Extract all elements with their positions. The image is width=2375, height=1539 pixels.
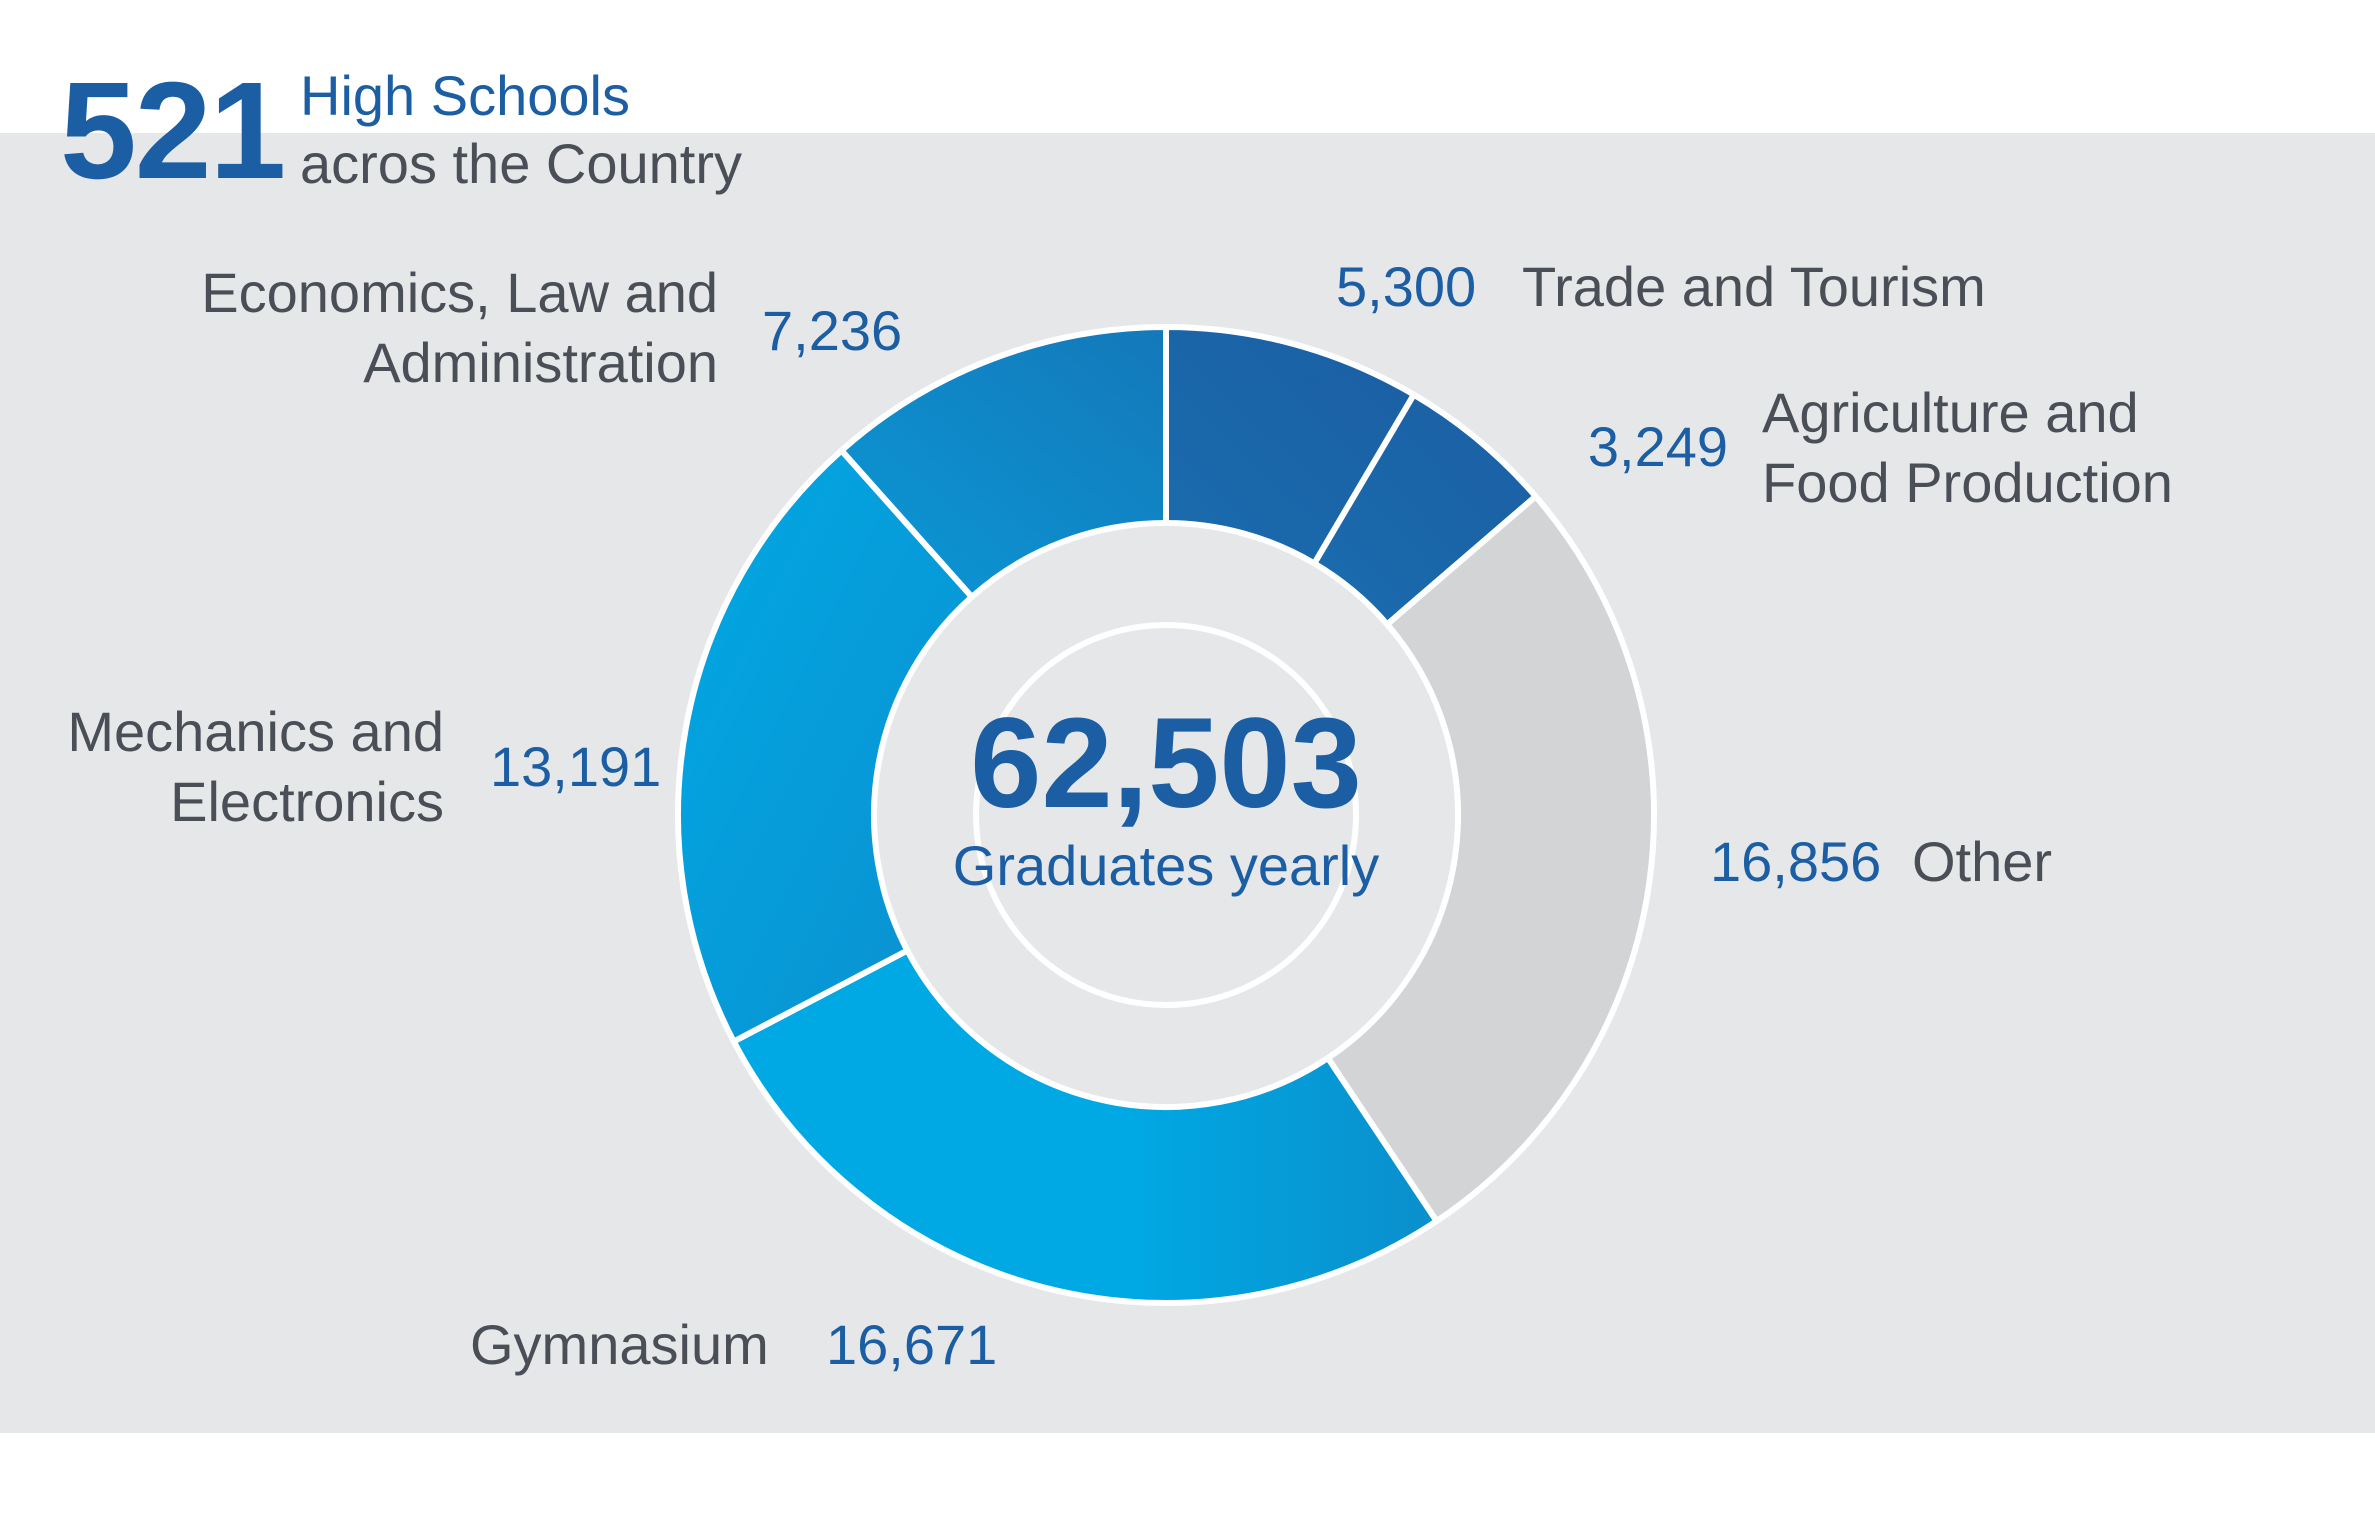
donut-center-disc [973,622,1359,1008]
gymnasium-value: 16,671 [826,1313,998,1376]
trade-label: Trade and Tourism [1522,255,1986,318]
agriculture-value: 3,249 [1587,415,1728,478]
total-graduates-caption: Graduates yearly [952,834,1380,897]
school-count-label: High Schools acros the Country [300,62,742,198]
school-count: 521 [60,54,286,208]
agriculture-label-line2: Food Production [1762,451,2173,514]
trade-value: 5,300 [1336,255,1477,318]
economics-label-line2: Administration [363,331,718,394]
mechanics-value: 13,191 [490,735,662,798]
slice-gymnasium [730,947,1440,1306]
slice-other [1324,493,1658,1225]
agriculture-label-line1: Agriculture and [1762,381,2139,444]
school-count-label-line2: acros the Country [300,132,742,195]
slice-mechanics [675,447,975,1045]
other-label: Other [1912,830,2053,893]
school-count-label-line1: High Schools [300,64,630,127]
mechanics-label-line2: Electronics [170,770,444,833]
economics-label-line1: Economics, Law and [201,261,718,324]
slice-economics [838,324,1169,600]
total-graduates: 62,503 [970,692,1362,835]
economics-value: 7,236 [762,299,903,362]
mechanics-label-line1: Mechanics and [67,700,444,763]
other-value: 16,856 [1710,830,1882,893]
gymnasium-label: Gymnasium [470,1313,769,1376]
